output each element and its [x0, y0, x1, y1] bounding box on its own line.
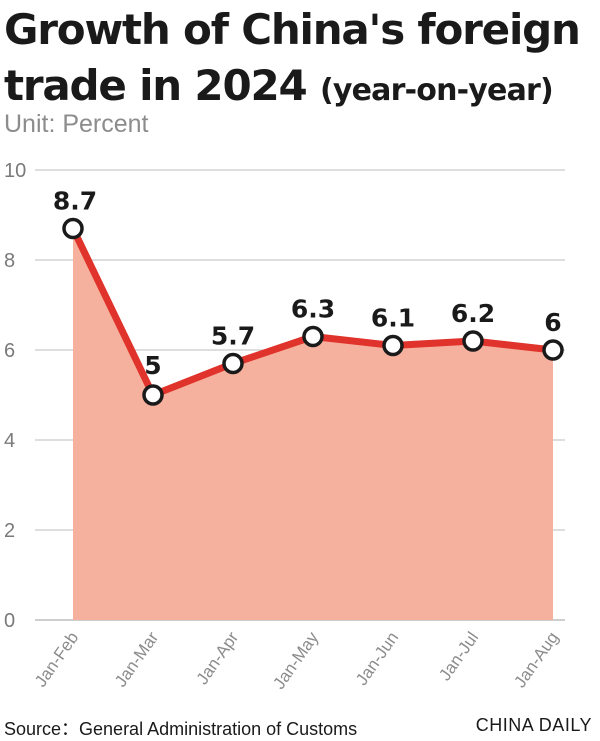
brand-credit: CHINA DAILY — [475, 715, 592, 735]
chart-unit-label: Unit: Percent — [4, 110, 149, 138]
x-tick-label: Jan-May — [269, 628, 322, 693]
data-label: 5 — [144, 351, 161, 380]
y-tick-label: 4 — [4, 430, 15, 452]
chart-title-line2: trade in 2024 — [4, 61, 308, 110]
data-point — [462, 330, 484, 352]
data-point — [382, 334, 404, 357]
data-label: 6.3 — [291, 295, 335, 324]
data-point — [542, 339, 564, 361]
data-label: 8.7 — [53, 187, 97, 216]
chart-title: Growth of China's foreign trade in 2024 … — [4, 2, 596, 119]
x-tick-label: Jan-Aug — [510, 628, 562, 691]
data-label: 6.2 — [451, 299, 495, 328]
x-tick-label: Jan-Mar — [111, 628, 163, 690]
x-tick-label: Jan-Jun — [352, 628, 402, 688]
chart-title-line1: Growth of China's foreign — [4, 5, 581, 54]
chart-title-suffix: (year-on-year) — [319, 73, 554, 108]
data-label: 6 — [544, 308, 561, 337]
x-tick-label: Jan-Feb — [31, 628, 82, 690]
y-tick-label: 6 — [4, 340, 15, 362]
y-tick-label: 0 — [4, 610, 15, 632]
data-point — [222, 352, 244, 375]
footer: Source：General Administration of Customs… — [4, 715, 596, 741]
y-tick-label: 8 — [4, 250, 15, 272]
data-point — [62, 217, 84, 240]
area-fill — [73, 228, 553, 620]
y-tick-label: 10 — [4, 160, 26, 182]
data-label: 6.1 — [371, 304, 415, 333]
data-point — [302, 325, 324, 348]
data-label: 5.7 — [211, 322, 255, 351]
x-tick-label: Jan-Apr — [193, 628, 243, 688]
x-tick-label: Jan-Jul — [435, 628, 482, 684]
data-point — [142, 384, 164, 406]
y-tick-label: 2 — [4, 520, 15, 542]
source-note: Source：General Administration of Customs — [4, 719, 358, 739]
